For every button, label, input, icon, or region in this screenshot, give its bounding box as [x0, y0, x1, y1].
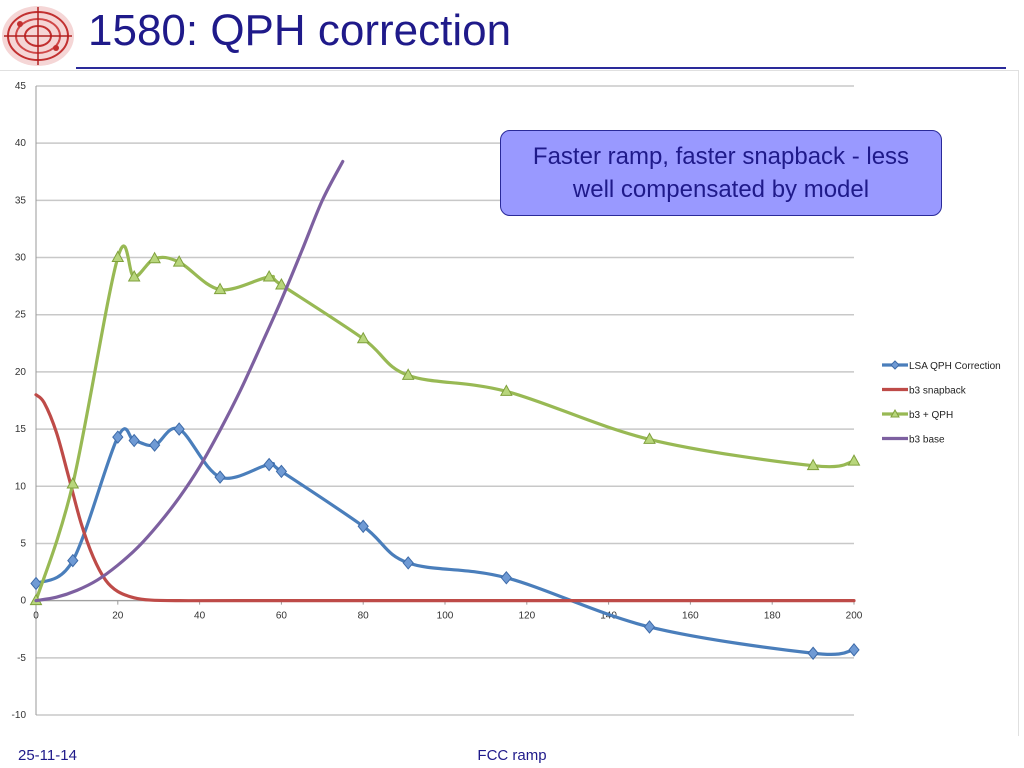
data-point: [30, 576, 42, 591]
plot-frame: [0, 70, 1019, 736]
x-tick-label: 100: [437, 611, 454, 622]
title-divider: [76, 67, 1006, 69]
data-point: [173, 422, 185, 436]
data-point: [500, 384, 513, 396]
y-tick-label: 35: [15, 195, 27, 206]
data-point: [275, 277, 288, 290]
data-point: [357, 519, 369, 534]
series-line-b3-snapback: [34, 393, 856, 603]
data-point: [66, 476, 80, 489]
data-point: [111, 250, 125, 263]
data-point: [67, 553, 79, 568]
y-tick-label: 25: [15, 310, 27, 321]
callout-text: Faster ramp, faster snapback - less well…: [532, 143, 910, 203]
y-tick-label: 20: [15, 367, 27, 378]
data-point: [112, 430, 124, 444]
x-tick-label: 0: [33, 611, 39, 622]
data-point: [643, 620, 656, 634]
x-tick-label: 120: [518, 611, 535, 622]
footer-title: FCC ramp: [477, 747, 547, 764]
y-tick-label: 40: [15, 138, 27, 149]
slide-title: 1580: QPH correction: [88, 6, 512, 55]
data-point: [127, 269, 141, 282]
x-tick-label: 40: [194, 611, 206, 622]
x-tick-label: 60: [276, 611, 288, 622]
y-tick-label: 30: [15, 253, 27, 264]
y-tick-label: -10: [12, 710, 27, 721]
legend-label: b3 base: [909, 435, 945, 446]
data-point: [213, 282, 227, 295]
x-tick-label: 180: [764, 611, 781, 622]
data-point: [214, 470, 226, 484]
legend-label: b3 snapback: [909, 386, 967, 397]
y-tick-label: 0: [20, 596, 26, 607]
y-tick-label: 45: [15, 81, 27, 92]
x-tick-label: 160: [682, 611, 699, 622]
data-point: [262, 269, 276, 282]
data-point: [848, 643, 860, 657]
series-line-b3-base: [34, 159, 345, 603]
legend-label: b3 + QPH: [909, 410, 953, 421]
data-point: [402, 556, 414, 570]
footer-date: 25-11-14: [18, 747, 77, 764]
data-point: [500, 570, 513, 585]
x-tick-label: 80: [358, 611, 370, 622]
data-point: [806, 458, 820, 471]
data-point: [128, 433, 140, 448]
x-tick-label: 140: [600, 611, 617, 622]
x-tick-label: 20: [112, 611, 124, 622]
x-tick-label: 200: [846, 611, 863, 622]
legend-label: LSA QPH Correction: [909, 361, 1001, 372]
y-tick-label: 10: [15, 481, 27, 492]
data-point: [807, 646, 819, 661]
logo-graphic: [2, 6, 74, 66]
y-tick-label: -5: [17, 653, 26, 664]
annotation-callout: Faster ramp, faster snapback - less well…: [500, 130, 942, 216]
data-point: [172, 255, 186, 267]
data-point: [148, 438, 161, 452]
data-point: [643, 432, 656, 444]
data-point: [847, 454, 861, 466]
y-tick-label: 5: [20, 538, 26, 549]
data-point: [401, 368, 415, 380]
y-tick-label: 15: [15, 424, 27, 435]
data-point: [263, 457, 275, 472]
series-line-b3-qph: [34, 244, 856, 603]
data-point: [148, 251, 161, 264]
data-point: [356, 331, 370, 344]
data-point: [275, 464, 288, 479]
legend-marker: [890, 360, 900, 370]
legend-marker: [890, 408, 900, 418]
